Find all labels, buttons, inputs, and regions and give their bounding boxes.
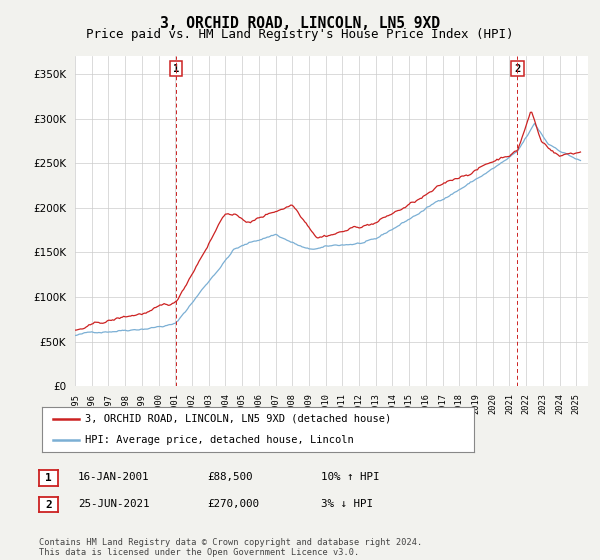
Text: £88,500: £88,500 — [207, 472, 253, 482]
Text: 3, ORCHID ROAD, LINCOLN, LN5 9XD (detached house): 3, ORCHID ROAD, LINCOLN, LN5 9XD (detach… — [85, 414, 391, 424]
Text: 16-JAN-2001: 16-JAN-2001 — [78, 472, 149, 482]
Text: HPI: Average price, detached house, Lincoln: HPI: Average price, detached house, Linc… — [85, 435, 354, 445]
Text: 1: 1 — [173, 63, 179, 73]
Text: 3% ↓ HPI: 3% ↓ HPI — [321, 499, 373, 509]
Text: 1: 1 — [45, 473, 52, 483]
Text: 10% ↑ HPI: 10% ↑ HPI — [321, 472, 380, 482]
Text: 2: 2 — [514, 63, 521, 73]
Text: 2: 2 — [45, 500, 52, 510]
Text: £270,000: £270,000 — [207, 499, 259, 509]
Text: 3, ORCHID ROAD, LINCOLN, LN5 9XD: 3, ORCHID ROAD, LINCOLN, LN5 9XD — [160, 16, 440, 31]
Text: 25-JUN-2021: 25-JUN-2021 — [78, 499, 149, 509]
Text: Price paid vs. HM Land Registry's House Price Index (HPI): Price paid vs. HM Land Registry's House … — [86, 28, 514, 41]
Text: Contains HM Land Registry data © Crown copyright and database right 2024.
This d: Contains HM Land Registry data © Crown c… — [39, 538, 422, 557]
